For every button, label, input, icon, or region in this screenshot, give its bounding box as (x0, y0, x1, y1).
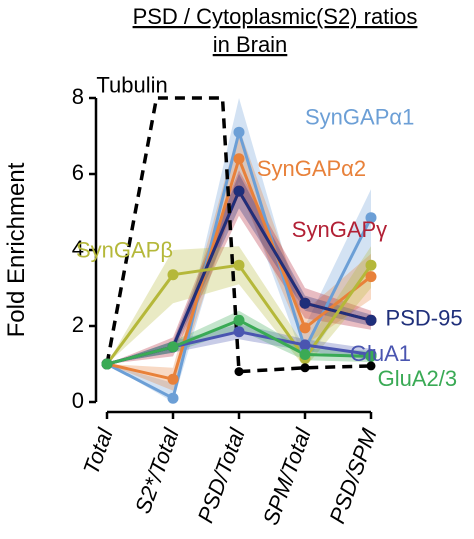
point-syngap-2 (365, 271, 377, 283)
line-tubulin (105, 96, 372, 374)
point-glua1 (233, 326, 245, 338)
point-tubulin (300, 363, 310, 373)
point-tubulin (366, 361, 376, 371)
point-syngap-2 (167, 373, 179, 385)
series-label-psd-95: PSD-95 (386, 305, 463, 330)
series-label-glua1: GluA1 (350, 341, 411, 366)
band-syngap (107, 170, 371, 364)
chart-title: PSD / Cytoplasmic(S2) ratios in Brain (133, 4, 418, 57)
y-tick-label: 8 (72, 84, 84, 109)
y-tick-label: 4 (72, 236, 84, 261)
series-labels: SynGAPα1 SynGAPα2 SynGAPγ PSD-95 SynGAPβ GluA… (76, 72, 463, 390)
x-tick-label-psd-spm: PSD/SPM (324, 425, 382, 527)
y-tick-label: 2 (72, 312, 84, 337)
point-glua2-3 (167, 341, 179, 353)
point-syngap-1 (365, 212, 377, 224)
point-glua2-3 (299, 349, 311, 360)
x-tick-label-total: Total (78, 424, 118, 478)
series-label-glua2-3: GluA2/3 (378, 366, 458, 391)
y-tick-label: 6 (72, 160, 84, 185)
y-tick-label: 0 (72, 388, 84, 413)
point-syngap-2 (233, 153, 245, 165)
series-label-syngap: SynGAPγ (292, 217, 387, 242)
series-label-tubulin: Tubulin (96, 72, 167, 97)
point-syngap (233, 259, 245, 271)
point-glua2-3 (365, 350, 377, 362)
point-syngap (365, 259, 377, 271)
point-syngap-2 (299, 322, 311, 334)
point-glua2-3 (233, 314, 245, 326)
series-points (101, 126, 377, 404)
series-label-syngap-2: SynGAPα2 (257, 156, 366, 181)
series-label-syngap: SynGAPβ (76, 238, 173, 263)
x-tick-label-spm-total: SPM/Total (258, 424, 316, 528)
point-psd-95 (233, 185, 245, 197)
x-tick-label-psd-total: PSD/Total (193, 424, 250, 526)
chart-title-line-2: in Brain (213, 32, 288, 57)
point-glua1 (299, 339, 311, 351)
chart-title-line-1: PSD / Cytoplasmic(S2) ratios (133, 4, 418, 29)
y-axis-label: Fold Enrichment (3, 162, 30, 337)
point-syngap-1 (233, 126, 245, 138)
point-tubulin (234, 367, 244, 377)
series-label-syngap-1: SynGAPα1 (305, 105, 414, 130)
point-syngap-1 (167, 392, 179, 404)
point-glua2-3 (101, 358, 113, 370)
point-psd-95 (299, 297, 311, 309)
point-psd-95 (365, 314, 377, 326)
x-tick-label-s2-total: S2*/Total (130, 424, 184, 517)
point-syngap (167, 269, 179, 281)
